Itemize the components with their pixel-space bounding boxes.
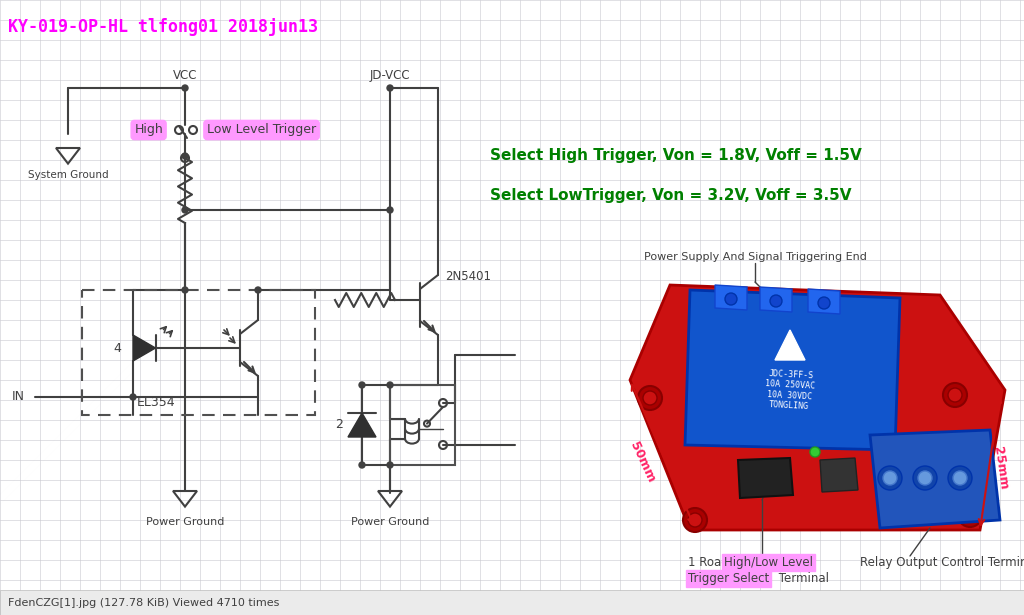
Text: 50mm: 50mm bbox=[627, 440, 657, 485]
Circle shape bbox=[725, 293, 737, 305]
Polygon shape bbox=[820, 458, 858, 492]
Text: 4: 4 bbox=[113, 341, 121, 354]
Polygon shape bbox=[738, 458, 793, 498]
Text: Low Level Trigger: Low Level Trigger bbox=[207, 124, 316, 137]
Circle shape bbox=[688, 513, 702, 527]
Circle shape bbox=[182, 153, 188, 159]
Circle shape bbox=[255, 287, 261, 293]
Text: Select High Trigger, Von = 1.8V, Voff = 1.5V: Select High Trigger, Von = 1.8V, Voff = … bbox=[490, 148, 862, 163]
Circle shape bbox=[878, 466, 902, 490]
Text: 2N5401: 2N5401 bbox=[445, 270, 490, 283]
Text: High/Low Level: High/Low Level bbox=[724, 556, 813, 569]
Text: VCC: VCC bbox=[173, 69, 198, 82]
Polygon shape bbox=[870, 430, 1000, 528]
Circle shape bbox=[810, 447, 820, 457]
Circle shape bbox=[359, 462, 365, 468]
Text: Relay Output Control Terminals: Relay Output Control Terminals bbox=[860, 556, 1024, 569]
Polygon shape bbox=[348, 413, 376, 437]
Circle shape bbox=[963, 508, 977, 522]
Text: KY-019-OP-HL tlfong01 2018jun13: KY-019-OP-HL tlfong01 2018jun13 bbox=[8, 18, 318, 36]
Circle shape bbox=[182, 287, 188, 293]
Circle shape bbox=[643, 391, 657, 405]
Polygon shape bbox=[760, 287, 792, 312]
Circle shape bbox=[770, 295, 782, 307]
Text: Power Ground: Power Ground bbox=[145, 517, 224, 527]
Text: EL354: EL354 bbox=[137, 396, 176, 409]
Circle shape bbox=[958, 503, 982, 527]
Circle shape bbox=[130, 394, 136, 400]
Text: 1 Road: 1 Road bbox=[688, 556, 732, 569]
Circle shape bbox=[182, 85, 188, 91]
Circle shape bbox=[387, 382, 393, 388]
Text: Select LowTrigger, Von = 3.2V, Voff = 3.5V: Select LowTrigger, Von = 3.2V, Voff = 3.… bbox=[490, 188, 852, 203]
Bar bbox=[390, 385, 455, 465]
Circle shape bbox=[948, 466, 972, 490]
Circle shape bbox=[953, 471, 967, 485]
Text: Power Supply And Signal Triggering End: Power Supply And Signal Triggering End bbox=[643, 252, 866, 262]
Circle shape bbox=[913, 466, 937, 490]
Text: Power Ground: Power Ground bbox=[351, 517, 429, 527]
Polygon shape bbox=[630, 285, 1005, 530]
Circle shape bbox=[683, 508, 707, 532]
Text: Trigger Select: Trigger Select bbox=[688, 572, 769, 585]
Circle shape bbox=[638, 386, 662, 410]
Circle shape bbox=[943, 383, 967, 407]
Circle shape bbox=[182, 207, 188, 213]
Text: IN: IN bbox=[12, 391, 25, 403]
Polygon shape bbox=[715, 285, 746, 310]
Text: 25mm: 25mm bbox=[990, 445, 1010, 490]
Text: JDC-3FF-S
10A 250VAC
10A 30VDC
TONGLING: JDC-3FF-S 10A 250VAC 10A 30VDC TONGLING bbox=[764, 368, 816, 411]
Polygon shape bbox=[808, 289, 840, 314]
Polygon shape bbox=[133, 335, 156, 361]
Circle shape bbox=[387, 85, 393, 91]
Polygon shape bbox=[775, 330, 805, 360]
Circle shape bbox=[918, 471, 932, 485]
Text: High: High bbox=[134, 124, 163, 137]
Polygon shape bbox=[685, 290, 900, 450]
Circle shape bbox=[359, 382, 365, 388]
Text: 2: 2 bbox=[335, 418, 343, 432]
Text: JD-VCC: JD-VCC bbox=[370, 69, 411, 82]
Text: FdenCZG[1].jpg (127.78 KiB) Viewed 4710 times: FdenCZG[1].jpg (127.78 KiB) Viewed 4710 … bbox=[8, 598, 280, 608]
Bar bbox=[82, 290, 315, 415]
Text: System Ground: System Ground bbox=[28, 170, 109, 180]
Circle shape bbox=[387, 462, 393, 468]
Circle shape bbox=[818, 297, 830, 309]
Circle shape bbox=[883, 471, 897, 485]
Circle shape bbox=[387, 207, 393, 213]
Circle shape bbox=[948, 388, 962, 402]
Text: Terminal: Terminal bbox=[775, 572, 829, 585]
Bar bbox=[0, 590, 1024, 615]
